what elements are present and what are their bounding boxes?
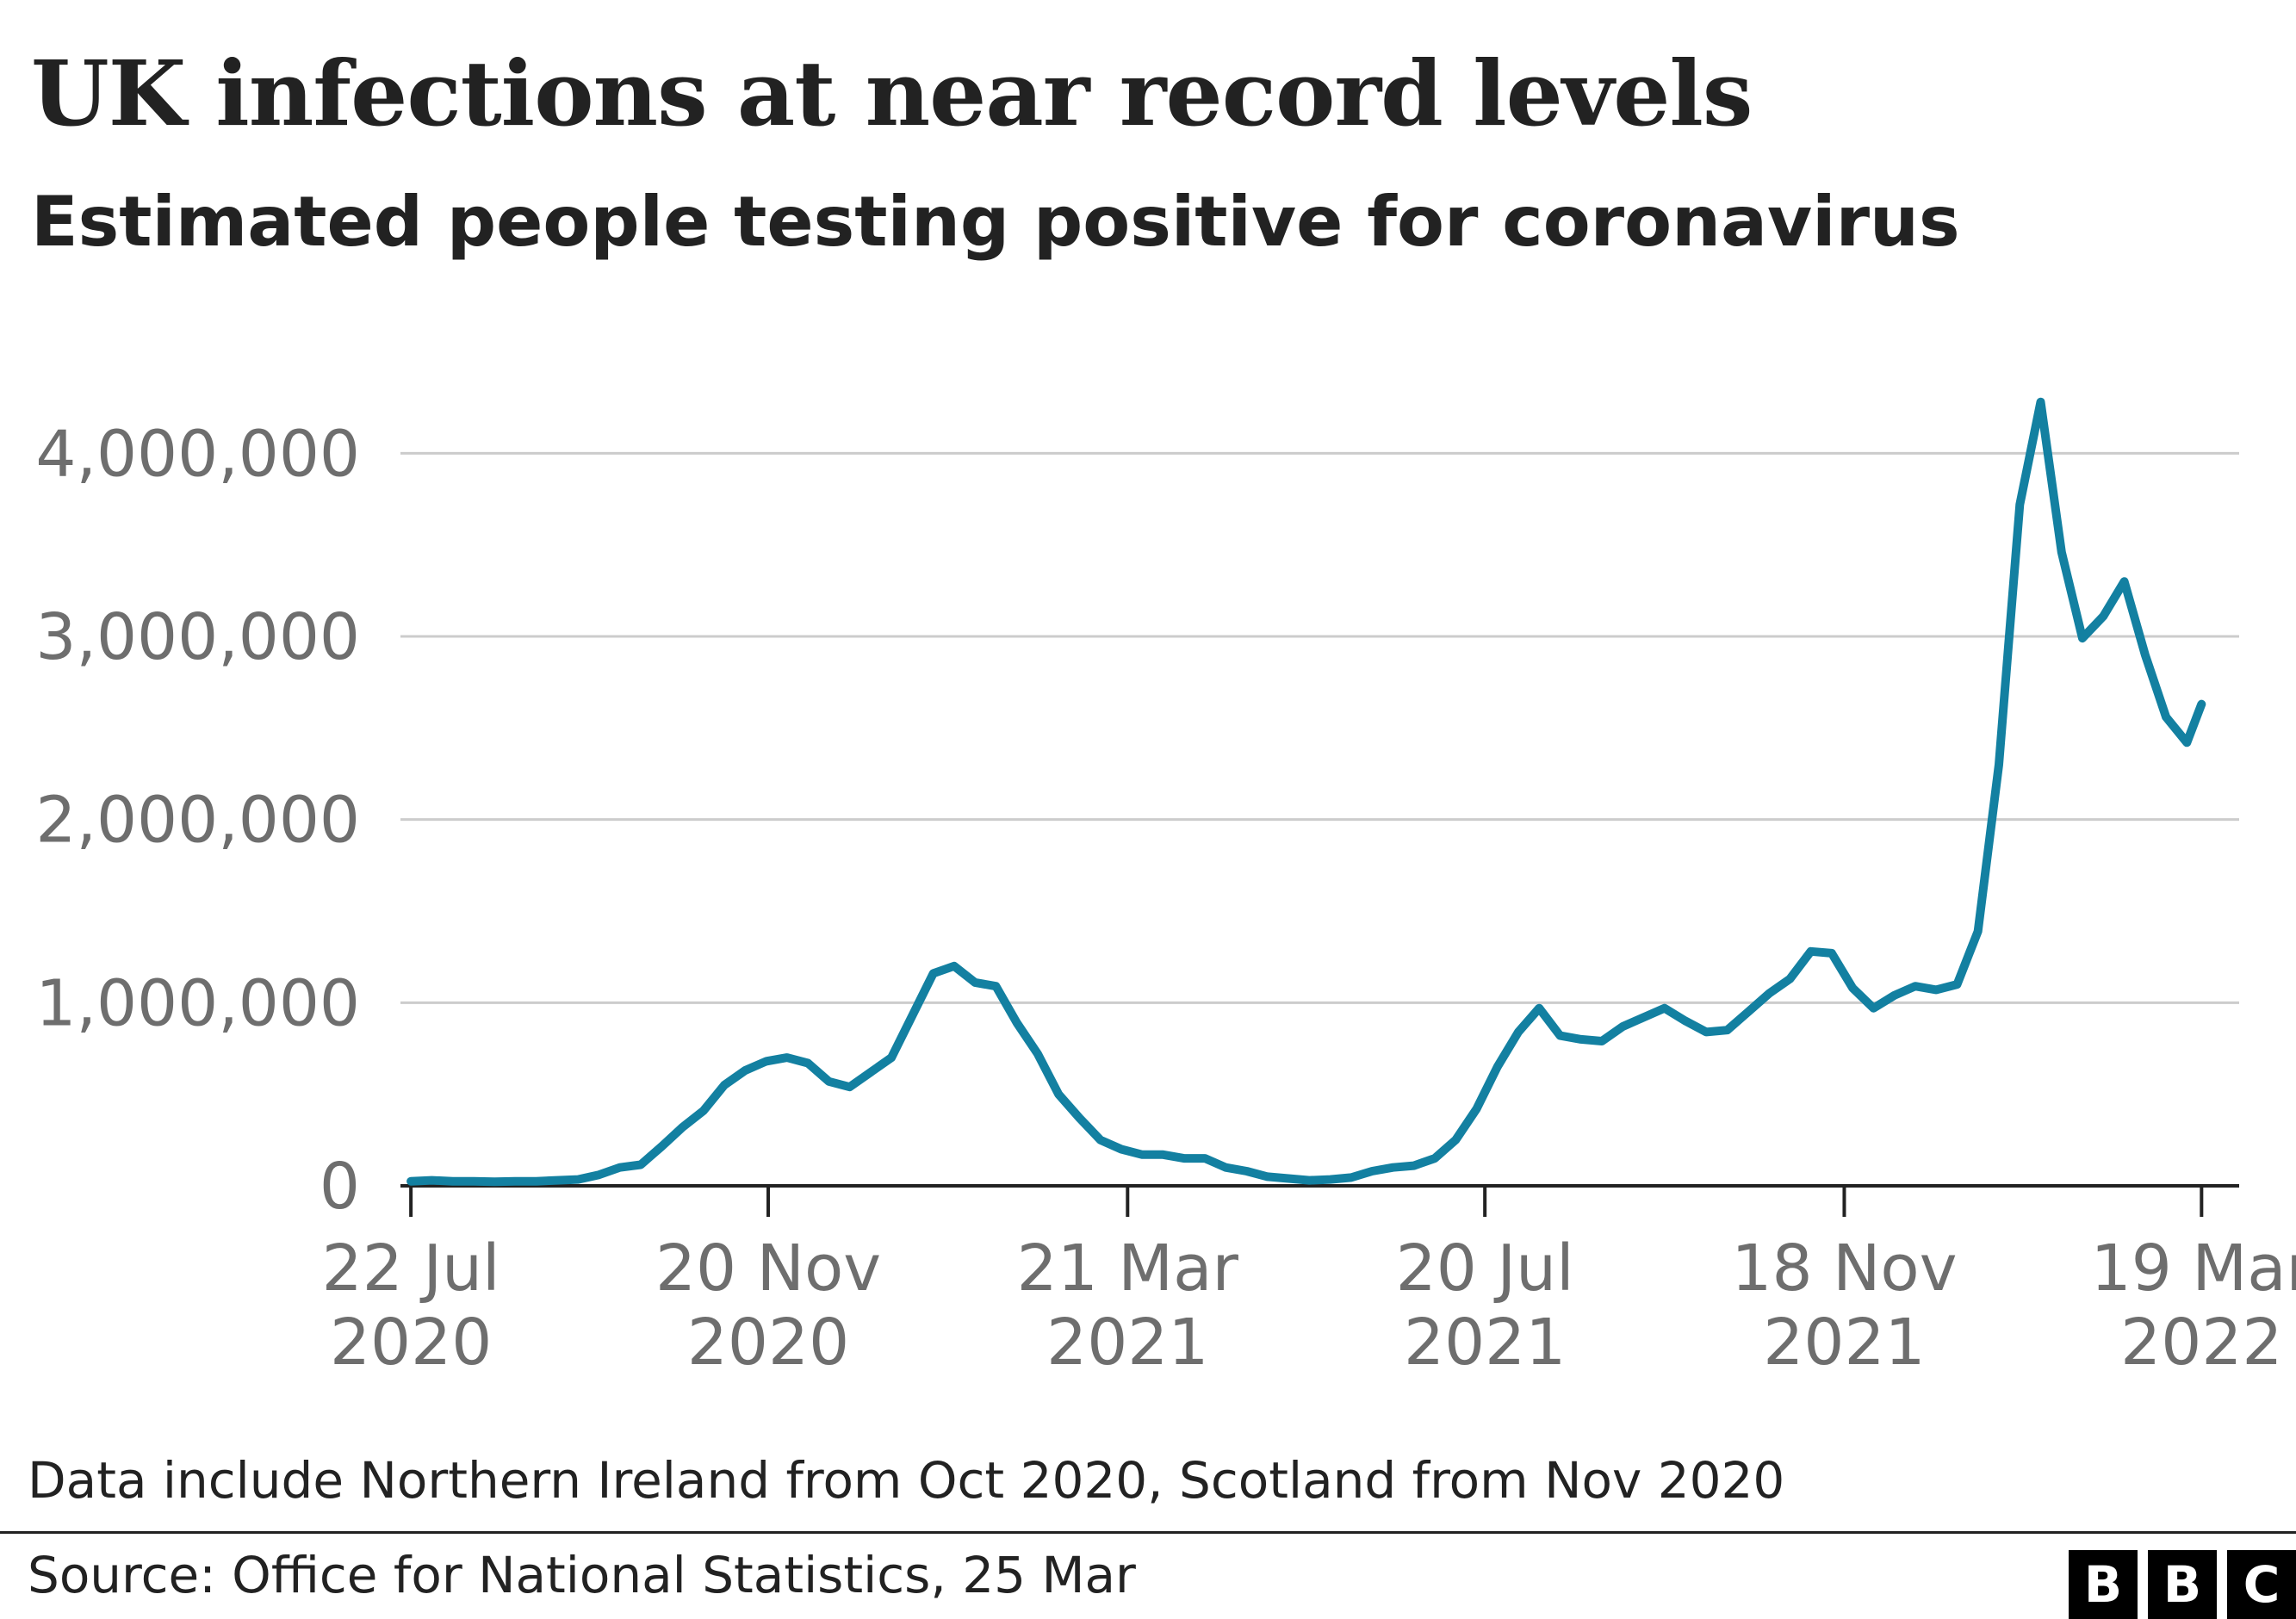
x-tick-label: 19 Mar <box>2091 1231 2296 1306</box>
series-line <box>406 397 2206 1187</box>
x-tick-label-year: 2020 <box>330 1306 492 1380</box>
y-axis: 0 1,000,000 2,000,000 3,000,000 4,000,000 <box>35 417 360 1224</box>
x-tick-label-year: 2021 <box>1046 1306 1208 1380</box>
series-layer <box>406 397 2206 1187</box>
bbc-logo-letter: B <box>2148 1550 2217 1619</box>
bbc-logo-letter: B <box>2069 1550 2138 1619</box>
y-tick-label: 4,000,000 <box>35 417 360 491</box>
chart-subtitle: Estimated people testing positive for co… <box>31 182 1960 262</box>
x-tick-label-year: 2021 <box>1763 1306 1925 1380</box>
x-tick-label-year: 2020 <box>687 1306 849 1380</box>
gridlines <box>400 451 2239 1004</box>
x-tick-label-year: 2022 <box>2120 1306 2282 1380</box>
x-tick-label: 22 Jul <box>322 1231 500 1306</box>
x-tick-label: 20 Jul <box>1396 1231 1574 1306</box>
chart-source: Source: Office for National Statistics, … <box>28 1546 1136 1604</box>
x-tick-label: 20 Nov <box>655 1231 881 1306</box>
y-tick-label: 1,000,000 <box>35 966 360 1040</box>
x-tick-label: 21 Mar <box>1017 1231 1239 1306</box>
bbc-logo-letter: C <box>2227 1550 2296 1619</box>
chart-note: Data include Northern Ireland from Oct 2… <box>28 1451 1785 1510</box>
y-tick-label: 0 <box>320 1150 360 1224</box>
line-chart: 0 1,000,000 2,000,000 3,000,000 4,000,000 22… <box>35 397 2296 1380</box>
x-tick-label-year: 2021 <box>1404 1306 1566 1380</box>
bbc-logo: B B C <box>2069 1550 2296 1619</box>
y-tick-label: 2,000,000 <box>35 784 360 858</box>
y-tick-label: 3,000,000 <box>35 600 360 674</box>
x-tick-label: 18 Nov <box>1731 1231 1957 1306</box>
chart-title: UK infections at near record levels <box>31 40 1753 146</box>
footer-divider <box>0 1531 2296 1534</box>
